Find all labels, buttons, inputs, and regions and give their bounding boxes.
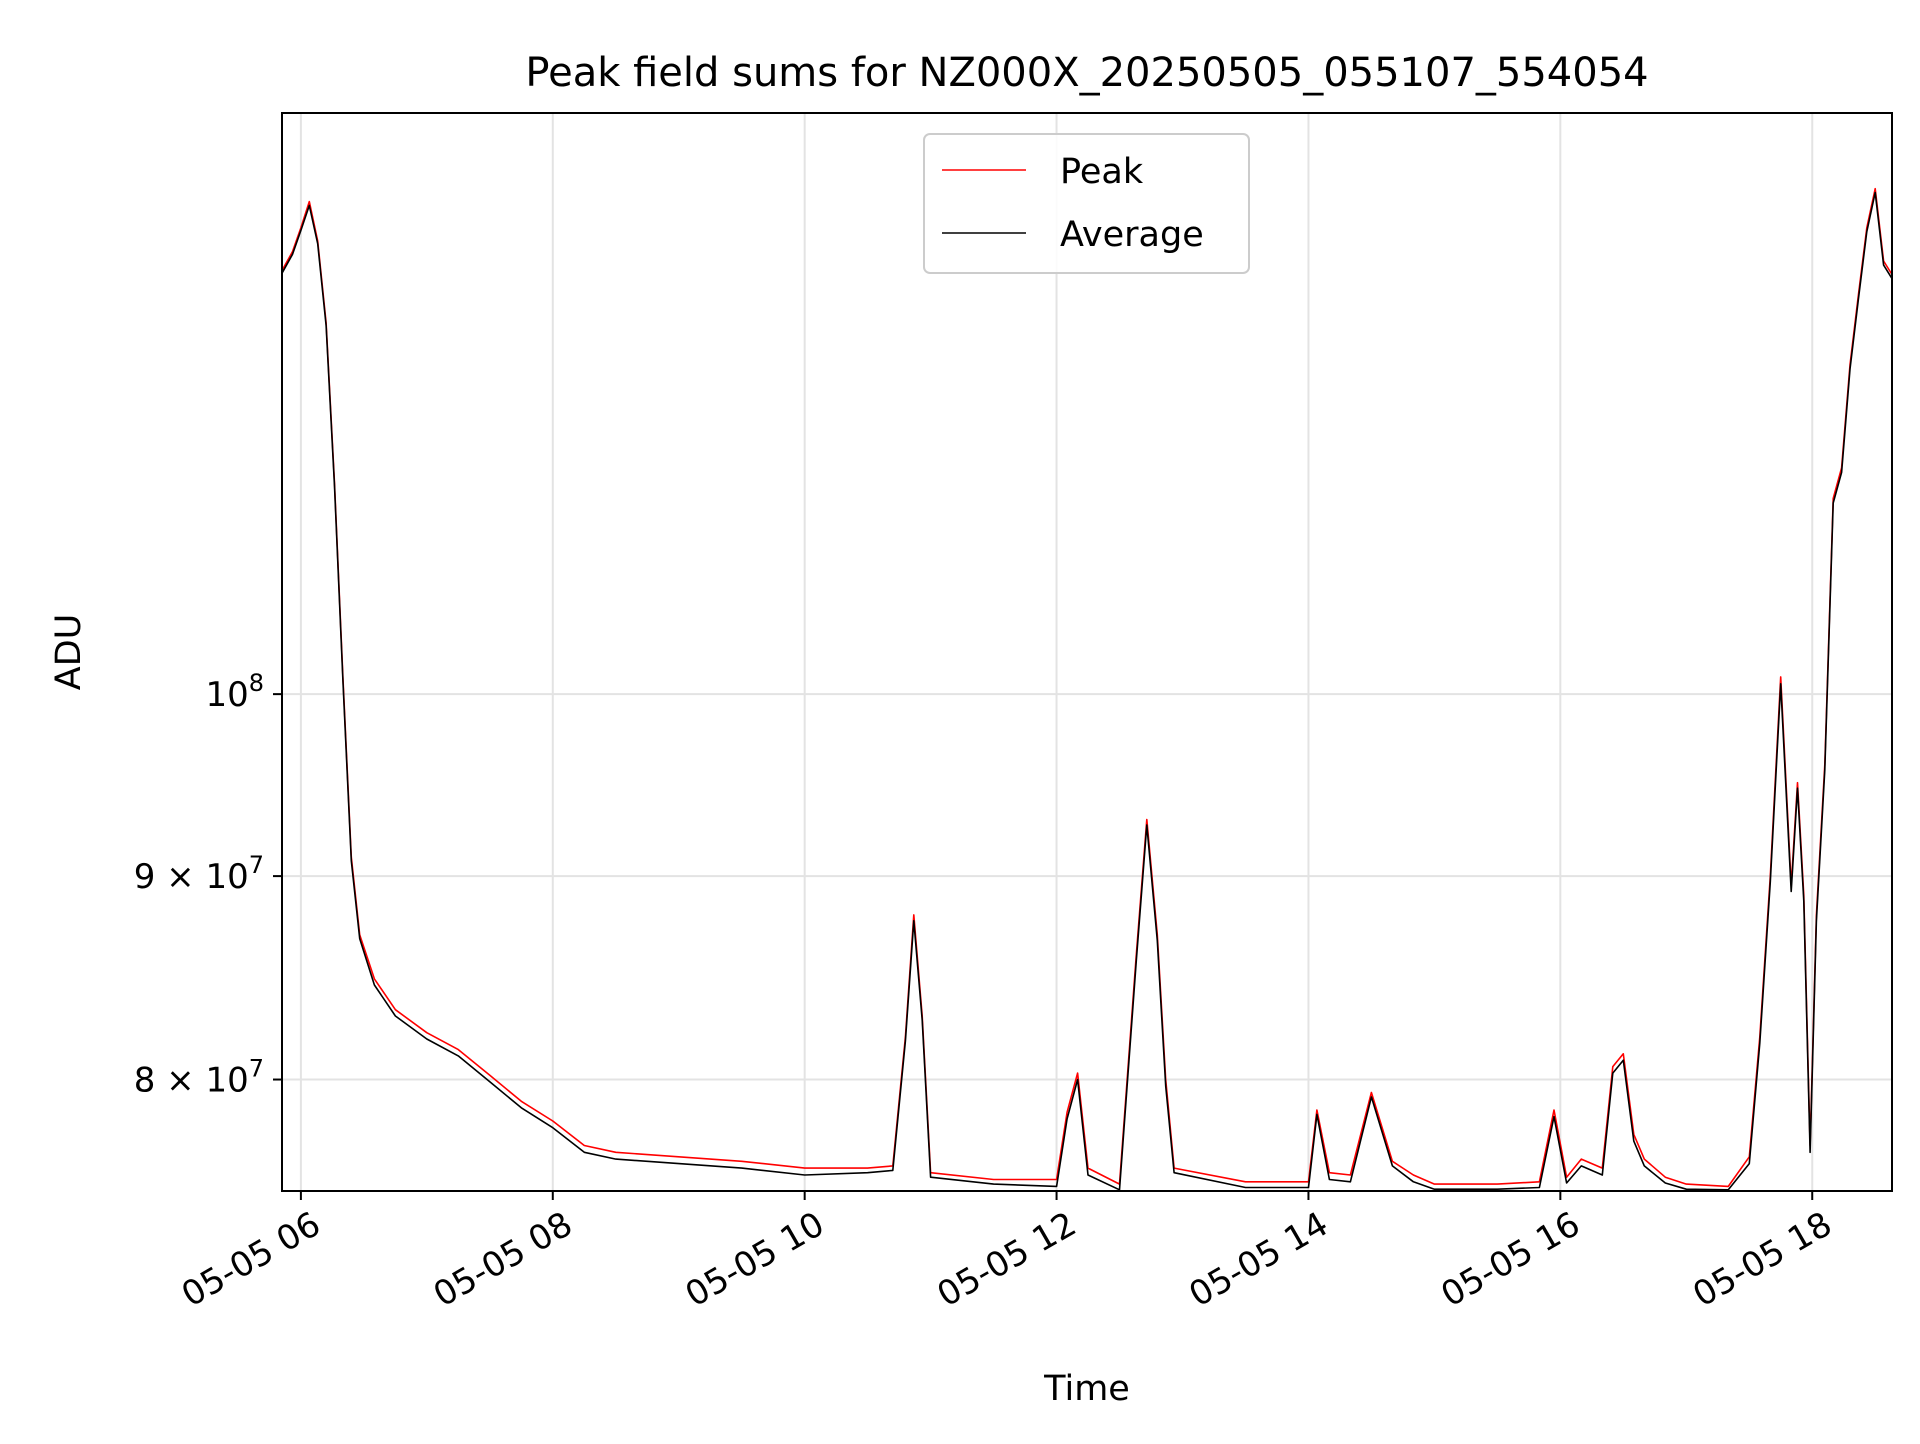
y-tick-label-base: 10	[205, 675, 248, 715]
series-layer	[281, 187, 1893, 1191]
legend-box	[923, 133, 1250, 274]
y-tick-label-exponent: 7	[249, 1055, 264, 1083]
y-tick-label: 108	[205, 669, 264, 715]
x-axis-label: Time	[1043, 1369, 1130, 1409]
y-tick-label: 9 × 107	[134, 851, 264, 897]
plot-frame	[281, 112, 1893, 1192]
y-tick-label-exponent: 8	[249, 669, 264, 697]
series-line-average	[281, 191, 1893, 1191]
y-axis-label: ADU	[49, 614, 89, 691]
legend-label-peak: Peak	[1060, 152, 1144, 192]
chart-title: Peak field sums for NZ000X_20250505_0551…	[525, 50, 1648, 96]
y-tick-label-base: 8 × 10	[134, 1061, 249, 1101]
legend-label-average: Average	[1060, 215, 1204, 255]
grid	[282, 113, 1892, 1191]
y-tick-label-base: 9 × 10	[134, 857, 249, 897]
y-tick-label-exponent: 7	[249, 851, 264, 879]
legend: Peak Average	[923, 133, 1250, 274]
y-tick-label: 8 × 107	[134, 1055, 264, 1101]
